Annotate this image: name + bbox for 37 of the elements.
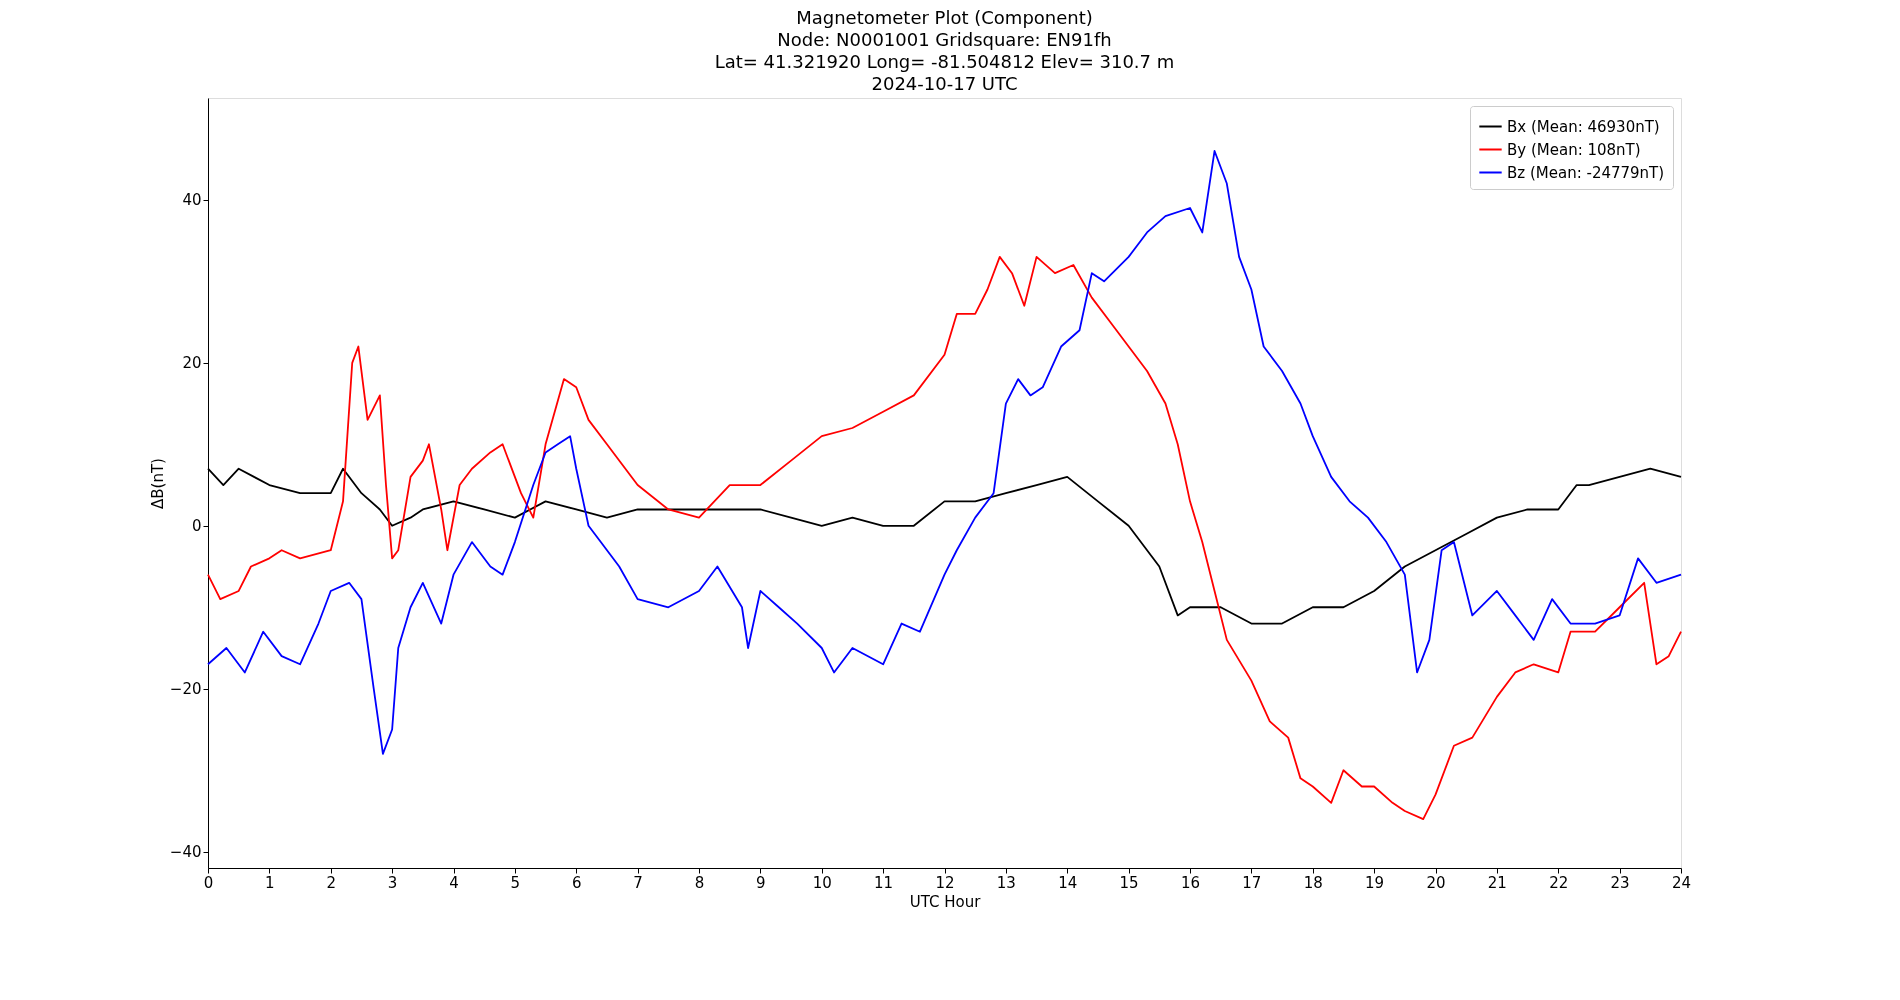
x-tick-label: 13 bbox=[996, 873, 1016, 892]
x-tick-label: 16 bbox=[1180, 873, 1201, 892]
chart-title: Magnetometer Plot (Component) Node: N0001001 Gridsquare: EN91fh Lat= 41.321920 Long= -81.504812 Elev= 310.7 m 2024-10-17 UTC bbox=[714, 7, 1175, 94]
y-tick-label: 40 bbox=[182, 191, 202, 210]
x-tick-label: 3 bbox=[387, 873, 398, 892]
y-tick-label: 20 bbox=[182, 354, 202, 373]
x-tick-label: 2 bbox=[326, 873, 337, 892]
legend-label: By (Mean: 108nT) bbox=[1507, 140, 1641, 159]
y-tick-label: −40 bbox=[169, 843, 202, 862]
x-tick-label: 5 bbox=[510, 873, 521, 892]
legend-label: Bx (Mean: 46930nT) bbox=[1507, 117, 1660, 136]
x-tick-label: 20 bbox=[1426, 873, 1446, 892]
x-tick-label: 1 bbox=[265, 873, 275, 892]
x-tick-label: 21 bbox=[1487, 873, 1507, 892]
x-tick-label: 18 bbox=[1303, 873, 1323, 892]
x-tick-label: 17 bbox=[1242, 873, 1262, 892]
x-tick-label: 12 bbox=[935, 873, 955, 892]
x-tick-label: 8 bbox=[694, 873, 705, 892]
line-series bbox=[207, 255, 1682, 821]
x-tick-label: 9 bbox=[756, 873, 766, 892]
x-tick-label: 0 bbox=[203, 873, 214, 892]
x-tick-label: 10 bbox=[812, 873, 832, 892]
x-tick-label: 24 bbox=[1671, 873, 1692, 892]
y-tick-label: 0 bbox=[191, 517, 202, 536]
x-tick-label: 14 bbox=[1058, 873, 1078, 892]
x-axis-title: UTC Hour bbox=[909, 892, 982, 911]
x-tick-label: 15 bbox=[1119, 873, 1139, 892]
y-tick-label: −20 bbox=[169, 680, 202, 699]
x-tick-label: 11 bbox=[874, 873, 894, 892]
x-tick-label: 7 bbox=[633, 873, 643, 892]
x-tick-label: 6 bbox=[571, 873, 582, 892]
x-tick-label: 4 bbox=[449, 873, 459, 892]
y-axis-title: ΔB(nT) bbox=[148, 458, 167, 509]
x-tick-label: 19 bbox=[1365, 873, 1385, 892]
legend-label: Bz (Mean: -24779nT) bbox=[1507, 163, 1665, 182]
x-tick-label: 22 bbox=[1549, 873, 1569, 892]
x-tick-label: 23 bbox=[1610, 873, 1630, 892]
